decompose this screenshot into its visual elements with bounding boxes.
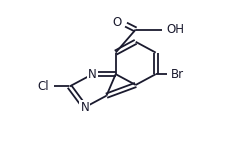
Text: OH: OH bbox=[167, 23, 185, 36]
Text: Br: Br bbox=[171, 68, 184, 81]
Text: O: O bbox=[112, 16, 122, 29]
Text: N: N bbox=[81, 101, 89, 114]
Text: Cl: Cl bbox=[38, 80, 49, 93]
Text: N: N bbox=[88, 68, 97, 81]
